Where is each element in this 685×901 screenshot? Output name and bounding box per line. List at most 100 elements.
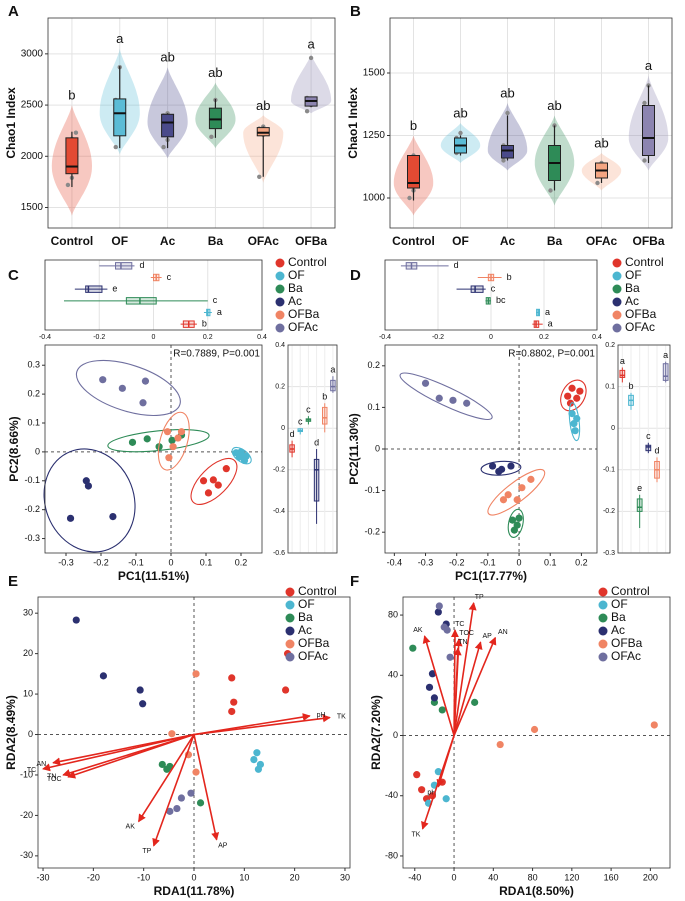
data-point: [507, 462, 515, 470]
x-tick-label: 0.2: [539, 334, 549, 341]
x-tick-label: -0.4: [379, 334, 391, 341]
arrow-label: TP: [475, 594, 484, 601]
box: [619, 369, 626, 378]
legend-label: Control: [298, 584, 337, 598]
data-point: [438, 706, 446, 714]
legend-label: Ac: [625, 294, 639, 308]
data-point: [407, 195, 412, 201]
significance-letter: a: [645, 58, 653, 73]
data-point: [435, 602, 443, 610]
data-point: [66, 514, 75, 522]
legend-label: OFAc: [611, 649, 641, 663]
significance-letter: a: [217, 307, 222, 317]
legend-swatch: [285, 600, 295, 610]
significance-letter: b: [628, 381, 633, 391]
y-tick-label: 40: [388, 670, 398, 680]
panel-border: [37, 596, 351, 869]
data-point: [165, 454, 173, 462]
loading-arrow: [422, 635, 455, 736]
box: [470, 285, 484, 293]
confidence-ellipse: [507, 508, 524, 538]
data-point: [571, 427, 579, 435]
data-point: [548, 188, 553, 193]
loading-arrow: [453, 641, 483, 736]
data-point: [113, 144, 118, 150]
data-point: [496, 740, 504, 749]
data-point: [421, 379, 430, 387]
panel-label: A: [8, 3, 19, 20]
loading-arrow: [453, 647, 462, 736]
y-tick-label: 0: [375, 443, 380, 453]
x-tick-label: 0.4: [257, 334, 267, 341]
box: [85, 285, 103, 293]
x-tick-label: -40: [408, 872, 421, 882]
panel-border: [47, 17, 336, 229]
arrow-label: TP: [142, 848, 151, 855]
data-point: [281, 686, 290, 694]
legend-swatch: [275, 297, 285, 307]
arrow-label: TOC: [47, 776, 62, 783]
data-point: [304, 109, 310, 114]
data-point: [573, 415, 581, 423]
significance-letter: ab: [594, 135, 608, 150]
data-point: [169, 443, 177, 451]
legend-swatch: [612, 297, 622, 307]
legend-swatch: [285, 613, 295, 623]
data-point: [515, 514, 523, 522]
significance-letter: a: [548, 319, 553, 329]
data-point: [109, 513, 117, 521]
x-tick-label: 0.1: [200, 557, 213, 567]
significance-letter: d: [290, 429, 295, 439]
data-point: [168, 730, 176, 738]
data-point: [257, 174, 262, 179]
significance-letter: a: [116, 31, 124, 46]
data-point: [128, 438, 137, 446]
arrow-label: TK: [411, 831, 420, 838]
x-axis-label: PC1(17.77%): [455, 569, 527, 583]
significance-letter: b: [202, 319, 207, 329]
data-point: [434, 768, 442, 776]
y-tick-label: -0.3: [603, 550, 615, 557]
x-tick-label: -20: [87, 872, 100, 882]
significance-letter: a: [620, 356, 625, 366]
panel-border: [44, 344, 263, 554]
y-tick-label: 0: [281, 425, 285, 432]
y-tick-label: 80: [388, 609, 398, 619]
legend-label: Control: [625, 255, 664, 269]
data-point: [73, 130, 79, 135]
data-point: [510, 526, 518, 534]
data-point: [174, 434, 182, 442]
significance-letter: d: [140, 260, 145, 270]
box: [115, 262, 133, 270]
data-point: [84, 482, 92, 490]
significance-letter: ab: [208, 65, 222, 80]
legend-label: Ba: [611, 610, 626, 624]
data-point: [499, 496, 508, 504]
box: [322, 406, 328, 425]
loading-arrow: [152, 734, 195, 847]
y-axis-label: Chao1 Index: [346, 87, 360, 159]
significance-letter: c: [167, 272, 172, 282]
data-point: [214, 481, 222, 489]
data-point: [209, 476, 217, 484]
significance-letter: ab: [500, 85, 514, 100]
y-tick-label: 20: [23, 648, 33, 658]
x-tick-label: -10: [137, 872, 150, 882]
data-point: [204, 489, 213, 497]
x-tick-label: OF: [452, 234, 469, 248]
data-point: [242, 452, 250, 460]
data-point: [566, 399, 575, 407]
arrow-label: pH: [427, 789, 436, 796]
significance-letter: d: [654, 446, 659, 456]
x-tick-label: 0.2: [575, 557, 588, 567]
panel-label: D: [350, 267, 361, 284]
panel-label: C: [8, 267, 19, 284]
panel-border: [384, 344, 598, 554]
loading-arrow: [193, 734, 220, 841]
legend-label: OF: [625, 268, 642, 282]
y-tick-label: -0.3: [24, 533, 40, 543]
x-tick-label: Ac: [160, 234, 176, 248]
x-tick-label: 0.4: [592, 334, 602, 341]
significance-letter: e: [637, 483, 642, 493]
x-tick-label: -0.4: [39, 334, 51, 341]
